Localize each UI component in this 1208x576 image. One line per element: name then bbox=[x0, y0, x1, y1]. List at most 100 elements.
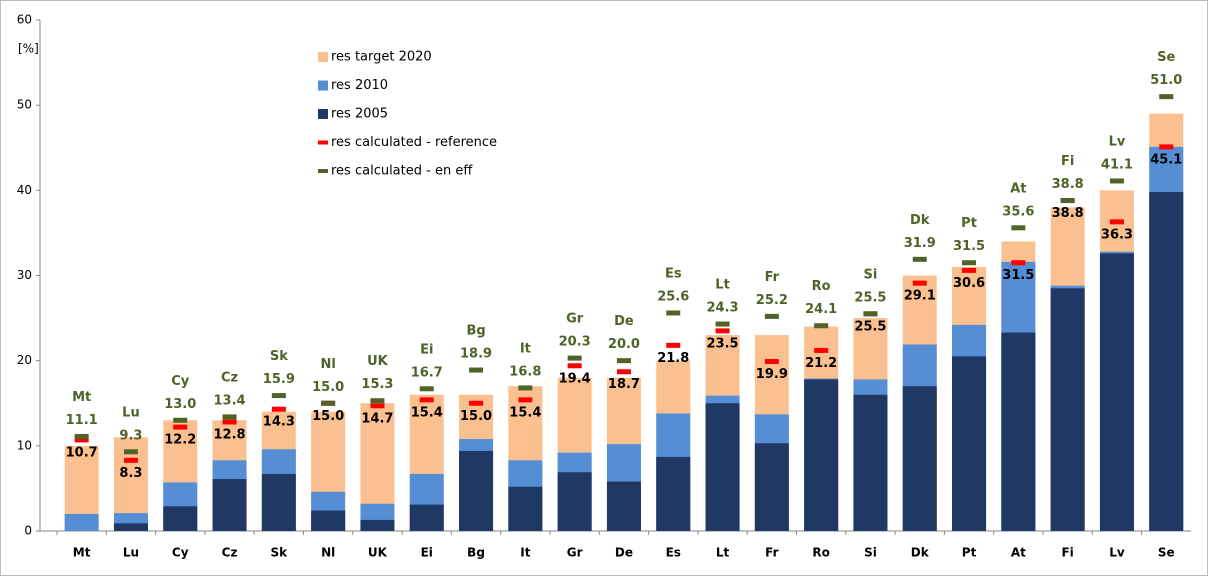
data-label: 18.9 bbox=[460, 347, 492, 362]
marker bbox=[814, 347, 829, 353]
legend-swatch bbox=[318, 169, 328, 173]
marker bbox=[518, 397, 533, 403]
marker bbox=[173, 424, 188, 430]
marker bbox=[1011, 260, 1026, 266]
x-tick-label: At bbox=[1011, 546, 1026, 560]
x-tick-label: Ei bbox=[421, 546, 433, 560]
data-label: 8.3 bbox=[119, 466, 142, 481]
bar bbox=[606, 481, 641, 531]
data-label: 23.5 bbox=[707, 336, 739, 351]
legend-label: res calculated - en eff bbox=[331, 164, 473, 179]
x-tick-label: Nl bbox=[321, 546, 335, 560]
marker bbox=[1159, 144, 1174, 150]
data-label: 24.1 bbox=[805, 302, 837, 317]
legend-label: res 2010 bbox=[331, 78, 388, 93]
data-label: 14.7 bbox=[361, 411, 393, 426]
bar bbox=[754, 443, 789, 531]
x-tick-label: Sk bbox=[271, 546, 289, 560]
category-label: Fr bbox=[765, 270, 780, 285]
marker bbox=[912, 280, 927, 286]
y-axis-label: [%] bbox=[18, 42, 39, 56]
data-label: 45.1 bbox=[1150, 152, 1182, 167]
data-label: 25.5 bbox=[854, 319, 886, 334]
marker bbox=[419, 397, 434, 403]
marker bbox=[271, 393, 286, 399]
marker bbox=[863, 311, 878, 317]
category-label: Fi bbox=[1061, 154, 1074, 169]
bar bbox=[409, 504, 444, 531]
x-tick-label: Cz bbox=[222, 546, 238, 560]
marker bbox=[1060, 198, 1075, 204]
marker bbox=[123, 457, 138, 463]
marker bbox=[616, 358, 631, 364]
marker bbox=[962, 267, 977, 273]
data-label: 19.9 bbox=[756, 367, 788, 382]
bar bbox=[853, 394, 888, 531]
category-label: It bbox=[520, 341, 531, 356]
bar bbox=[459, 450, 494, 531]
category-label: Se bbox=[1157, 50, 1175, 65]
marker bbox=[321, 400, 336, 406]
data-label: 12.2 bbox=[164, 433, 196, 448]
category-label: Lu bbox=[122, 405, 140, 420]
marker bbox=[74, 433, 89, 439]
bar bbox=[1099, 253, 1134, 531]
y-tick-label: 10 bbox=[17, 438, 32, 452]
marker bbox=[222, 419, 237, 425]
data-label: 31.5 bbox=[953, 239, 985, 254]
category-label: UK bbox=[367, 354, 389, 369]
marker bbox=[616, 369, 631, 375]
category-label: Cz bbox=[221, 370, 238, 385]
bar bbox=[804, 379, 839, 531]
x-tick-label: UK bbox=[368, 546, 388, 560]
bar bbox=[508, 486, 543, 531]
bar bbox=[1149, 192, 1184, 531]
data-label: 38.8 bbox=[1052, 177, 1084, 192]
category-label: Es bbox=[665, 266, 682, 281]
y-tick-label: 0 bbox=[24, 524, 32, 538]
data-label: 20.3 bbox=[559, 335, 591, 350]
data-label: 21.8 bbox=[657, 351, 689, 366]
category-label: Ro bbox=[812, 279, 831, 294]
category-label: Si bbox=[864, 267, 878, 282]
x-tick-label: Ro bbox=[812, 546, 829, 560]
x-tick-label: Fi bbox=[1061, 546, 1073, 560]
marker bbox=[666, 310, 681, 316]
x-tick-label: Si bbox=[864, 546, 877, 560]
marker bbox=[518, 385, 533, 391]
marker bbox=[173, 417, 188, 423]
category-label: Ei bbox=[420, 342, 433, 357]
marker bbox=[74, 437, 89, 443]
data-label: 10.7 bbox=[66, 445, 98, 460]
category-label: Nl bbox=[320, 357, 335, 372]
data-label: 18.7 bbox=[608, 377, 640, 392]
data-label: 14.3 bbox=[263, 415, 295, 430]
data-label: 16.7 bbox=[411, 365, 443, 380]
category-label: Sk bbox=[270, 349, 288, 364]
category-label: Bg bbox=[466, 324, 485, 339]
data-label: 35.6 bbox=[1002, 204, 1034, 219]
marker bbox=[764, 313, 779, 319]
legend-swatch bbox=[318, 109, 328, 119]
legend-label: res 2005 bbox=[331, 107, 388, 122]
data-label: 25.2 bbox=[756, 293, 788, 308]
x-tick-label: Cy bbox=[172, 546, 189, 560]
data-label: 21.2 bbox=[805, 356, 837, 371]
data-label: 19.4 bbox=[559, 371, 591, 386]
category-label: Dk bbox=[910, 213, 930, 228]
data-label: 31.5 bbox=[1002, 268, 1034, 283]
marker bbox=[715, 328, 730, 334]
marker bbox=[469, 367, 484, 373]
category-label: Cy bbox=[171, 374, 190, 389]
marker bbox=[222, 414, 237, 420]
y-tick-label: 50 bbox=[17, 98, 32, 112]
x-tick-label: Lt bbox=[716, 546, 730, 560]
x-tick-label: Se bbox=[1158, 546, 1175, 560]
bar bbox=[705, 403, 740, 531]
category-label: Gr bbox=[566, 312, 584, 327]
bar bbox=[163, 506, 198, 531]
data-label: 24.3 bbox=[707, 301, 739, 316]
category-label: De bbox=[614, 314, 634, 329]
data-label: 16.8 bbox=[509, 364, 541, 379]
